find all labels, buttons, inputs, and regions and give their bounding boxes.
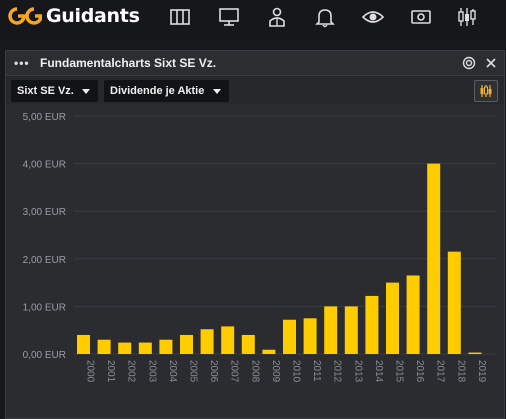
chart-type-button[interactable] <box>474 80 498 102</box>
eye-icon[interactable] <box>362 6 384 28</box>
x-tick-label: 2019 <box>476 360 487 383</box>
x-tick-label: 2005 <box>188 360 199 383</box>
bar-2018[interactable] <box>447 251 461 354</box>
x-tick-label: 2007 <box>229 360 240 383</box>
x-tick-label: 2018 <box>455 360 466 383</box>
guidants-logo-icon <box>8 7 43 25</box>
bar-2000[interactable] <box>77 334 90 354</box>
user-icon[interactable] <box>266 6 288 28</box>
dots-icon[interactable]: ••• <box>14 56 30 70</box>
monitor-icon[interactable] <box>218 6 240 28</box>
bar-2006[interactable] <box>200 329 214 354</box>
bar-2002[interactable] <box>118 342 132 354</box>
bar-2017[interactable] <box>427 163 441 354</box>
guidants-logo[interactable]: Guidants <box>8 5 140 27</box>
instrument-select-label: Sixt SE Vz. <box>17 85 74 97</box>
x-tick-label: 2013 <box>352 360 363 383</box>
x-tick-label: 2017 <box>435 360 446 383</box>
x-tick-label: 2010 <box>291 360 302 383</box>
bar-2012[interactable] <box>324 306 338 354</box>
metric-select[interactable]: Dividende je Aktie <box>104 80 229 102</box>
window-titlebar[interactable]: ••• Fundamentalcharts Sixt SE Vz. <box>6 51 504 76</box>
chevron-down-icon <box>213 89 221 94</box>
bar-2001[interactable] <box>97 339 111 354</box>
bar-2016[interactable] <box>406 275 420 354</box>
x-tick-label: 2012 <box>332 360 343 383</box>
x-tick-label: 2006 <box>208 360 219 383</box>
x-tick-label: 2008 <box>249 360 260 383</box>
bar-2009[interactable] <box>262 349 276 354</box>
metric-select-label: Dividende je Aktie <box>110 85 205 97</box>
y-tick-label: 1,00 EUR <box>23 302 66 313</box>
x-tick-label: 2000 <box>85 360 96 383</box>
bar-2014[interactable] <box>365 295 379 354</box>
y-tick-label: 3,00 EUR <box>23 207 66 218</box>
money-icon[interactable] <box>410 6 432 28</box>
chart-svg: 0,00 EUR 1,00 EUR 2,00 EUR 3,00 EUR 4,00 EUR… <box>23 112 496 383</box>
x-tick-label: 2001 <box>105 360 116 383</box>
close-icon[interactable] <box>480 52 502 74</box>
x-tick-label: 2002 <box>126 360 137 383</box>
bar-2019[interactable] <box>468 352 482 354</box>
x-tick-label: 2003 <box>146 360 157 383</box>
bar-2004[interactable] <box>159 339 173 354</box>
bar-2015[interactable] <box>386 282 399 354</box>
layout-columns-icon[interactable] <box>169 6 191 28</box>
top-navigation-bar: Guidants <box>0 0 506 38</box>
x-tick-label: 2016 <box>414 360 425 383</box>
y-tick-label: 5,00 EUR <box>23 112 66 123</box>
bell-icon[interactable] <box>314 6 336 28</box>
x-tick-label: 2009 <box>270 360 281 383</box>
bar-2008[interactable] <box>241 334 255 354</box>
candlestick-icon <box>480 85 492 97</box>
fundamentalchart-window: ••• Fundamentalcharts Sixt SE Vz. Sixt S… <box>5 50 505 419</box>
chart-toolbar: Sixt SE Vz. Dividende je Aktie <box>6 76 504 104</box>
instrument-select[interactable]: Sixt SE Vz. <box>11 80 98 102</box>
bar-2007[interactable] <box>221 326 235 354</box>
window-title: Fundamentalcharts Sixt SE Vz. <box>40 56 217 70</box>
x-tick-label: 2015 <box>394 360 405 383</box>
y-tick-label: 4,00 EUR <box>23 160 66 171</box>
bar-2010[interactable] <box>283 319 296 354</box>
bar-2011[interactable] <box>303 318 317 354</box>
y-tick-label: 2,00 EUR <box>23 255 66 266</box>
bar-2003[interactable] <box>138 342 152 354</box>
bar-2005[interactable] <box>180 334 193 354</box>
dividend-chart: 0,00 EUR 1,00 EUR 2,00 EUR 3,00 EUR 4,00 EUR… <box>6 105 504 418</box>
logo-text: Guidants <box>46 5 140 27</box>
x-tick-label: 2014 <box>373 360 384 383</box>
y-tick-label: 0,00 EUR <box>23 350 66 361</box>
bar-2013[interactable] <box>344 306 358 354</box>
x-tick-label: 2004 <box>167 360 178 383</box>
x-tick-label: 2011 <box>311 360 322 382</box>
candlestick-icon[interactable] <box>456 6 478 28</box>
chevron-down-icon <box>82 89 90 94</box>
target-icon[interactable] <box>458 52 480 74</box>
